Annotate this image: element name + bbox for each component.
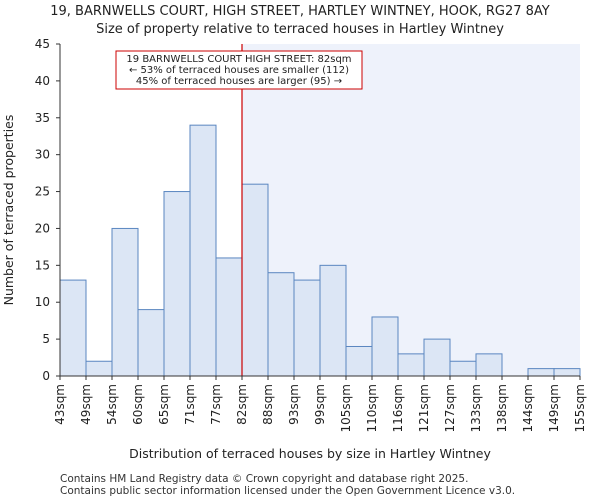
y-tick-label: 40	[35, 74, 50, 88]
bar-105sqm	[345, 345, 373, 377]
y-tick-label: 10	[35, 295, 50, 309]
bar-77sqm	[215, 257, 243, 377]
annotation-box: 19 BARNWELLS COURT HIGH STREET: 82sqm ← …	[115, 50, 363, 90]
bar-54sqm	[111, 227, 139, 377]
bar-116sqm	[397, 353, 425, 377]
x-tick-label: 43sqm	[53, 384, 67, 425]
x-tick-label: 49sqm	[79, 384, 93, 425]
bar-65sqm	[163, 191, 191, 377]
x-tick-label: 71sqm	[183, 384, 197, 425]
x-tick-label: 88sqm	[261, 384, 275, 425]
y-tick-label: 30	[35, 148, 50, 162]
bar-149sqm	[553, 368, 581, 377]
annotation-line-2: ← 53% of terraced houses are smaller (11…	[129, 65, 349, 76]
bar-110sqm	[371, 316, 399, 377]
x-axis-label: Distribution of terraced houses by size …	[129, 446, 491, 461]
x-tick-label: 133sqm	[469, 384, 483, 432]
x-tick-label: 138sqm	[495, 384, 509, 432]
chart-subtitle: Size of property relative to terraced ho…	[96, 22, 504, 37]
bar-71sqm	[189, 124, 217, 377]
bar-144sqm	[527, 368, 555, 377]
bar-121sqm	[423, 338, 451, 377]
x-tick-label: 99sqm	[313, 384, 327, 425]
footer-licence: Contains public sector information licen…	[60, 485, 516, 497]
bar-133sqm	[475, 353, 503, 377]
bar-43sqm	[59, 279, 87, 377]
footer-copyright: Contains HM Land Registry data © Crown c…	[60, 473, 469, 485]
y-tick-label: 45	[35, 37, 50, 51]
x-tick-label: 77sqm	[209, 384, 223, 425]
x-tick-label: 116sqm	[391, 384, 405, 432]
x-tick-label: 93sqm	[287, 384, 301, 425]
annotation-line-3: 45% of terraced houses are larger (95) →	[136, 76, 342, 87]
x-tick-label: 155sqm	[573, 384, 587, 432]
x-tick-label: 144sqm	[521, 384, 535, 432]
x-tick-label: 127sqm	[443, 384, 457, 432]
y-tick-label: 5	[42, 332, 50, 346]
x-tick-label: 105sqm	[339, 384, 353, 432]
bar-49sqm	[85, 360, 113, 377]
chart-title: 19, BARNWELLS COURT, HIGH STREET, HARTLE…	[50, 4, 550, 19]
x-tick-label: 110sqm	[365, 384, 379, 432]
y-tick-label: 15	[35, 258, 50, 272]
bar-60sqm	[137, 309, 165, 377]
bar-82sqm	[241, 183, 269, 377]
y-tick-label: 20	[35, 221, 50, 235]
bar-127sqm	[449, 360, 477, 377]
y-tick-label: 25	[35, 185, 50, 199]
y-axis-label: Number of terraced properties	[1, 115, 16, 306]
y-tick-label: 0	[42, 369, 50, 383]
bar-93sqm	[293, 279, 321, 377]
x-tick-label: 149sqm	[547, 384, 561, 432]
bar-99sqm	[319, 264, 347, 377]
annotation-line-1: 19 BARNWELLS COURT HIGH STREET: 82sqm	[126, 54, 351, 65]
x-tick-label: 121sqm	[417, 384, 431, 432]
y-tick-label: 35	[35, 111, 50, 125]
x-tick-label: 60sqm	[131, 384, 145, 425]
x-tick-label: 54sqm	[105, 384, 119, 425]
x-tick-label: 65sqm	[157, 384, 171, 425]
x-tick-label: 82sqm	[235, 384, 249, 425]
bar-88sqm	[267, 272, 295, 377]
